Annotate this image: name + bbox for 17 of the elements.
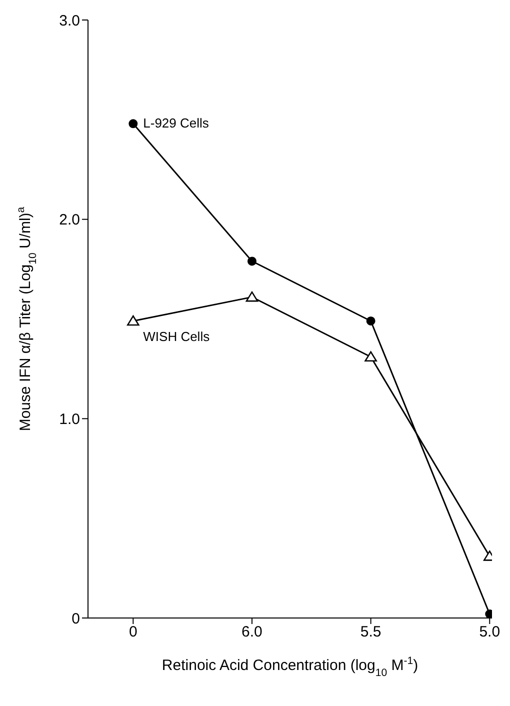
x-tick-label: 5.0	[479, 624, 500, 641]
y-tick-label: 3.0	[59, 12, 80, 30]
y-tick-label: 0	[72, 610, 80, 628]
x-tick-label: 5.5	[360, 624, 382, 641]
series-label: L-929 Cells	[143, 116, 210, 131]
y-tick-label: 1.0	[59, 410, 80, 428]
x-tick-label: 6.0	[242, 624, 262, 641]
point	[366, 316, 376, 326]
point	[246, 291, 258, 302]
point	[127, 315, 140, 326]
x-axis-title: Retinoic Acid Concentration (log$_{10}$ M$^{-1}$)	[162, 655, 418, 679]
x-tick-label: 0	[128, 624, 138, 641]
y-tick-label: 2.0	[59, 212, 80, 229]
series-label: WISH Cells	[143, 328, 210, 344]
point	[128, 119, 138, 128]
point	[364, 351, 377, 362]
point	[247, 256, 256, 266]
